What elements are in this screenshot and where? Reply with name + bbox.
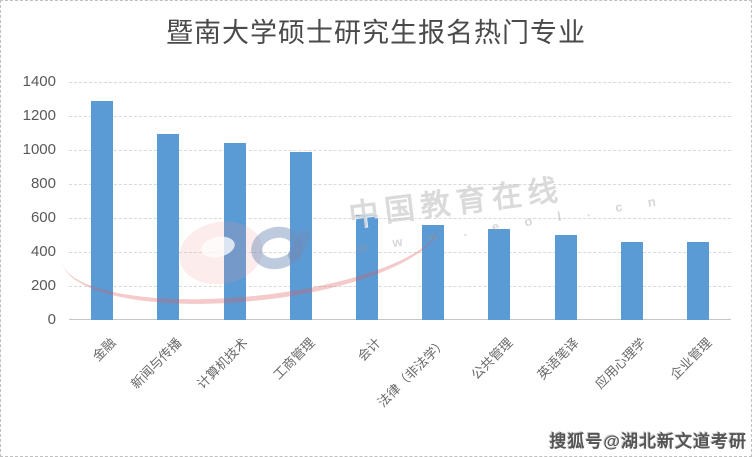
x-axis-label: 英语笔译 [534,335,583,383]
y-axis-label: 200 [30,277,56,294]
plot-area [69,82,731,320]
y-axis-label: 600 [30,209,56,226]
x-axis-label: 会计 [354,335,384,365]
gridline [69,218,731,219]
bar-金融 [91,100,114,320]
bar-新闻与传播 [157,133,180,320]
y-axis-label: 1000 [22,141,56,158]
chart-title: 暨南大学硕士研究生报名热门专业 [166,18,586,48]
x-axis-label: 法律（非法学） [374,335,450,410]
y-axis-label: 1400 [22,73,56,90]
x-axis-label: 应用心理学 [591,335,649,392]
bar-工商管理 [289,151,312,320]
bar-法律（非法学） [422,224,445,320]
gridline [69,286,731,287]
gridline [69,82,731,83]
y-axis-label: 800 [30,175,56,192]
bar-会计 [355,215,378,320]
gridline [69,116,731,117]
gridline [69,150,731,151]
bar-应用心理学 [620,241,643,320]
publisher-credit: 搜狐号@湖北新文道考研 [549,432,747,451]
gridline [69,252,731,253]
x-axis-label: 金融 [89,335,119,365]
bar-企业管理 [686,241,709,320]
x-axis-label: 工商管理 [269,335,318,383]
x-axis-label: 公共管理 [468,335,516,383]
x-axis-label: 企业管理 [667,335,715,383]
gridline [69,184,731,185]
x-axis-label: 新闻与传播 [128,335,185,392]
y-axis-label: 400 [30,243,56,260]
y-axis-label: 0 [47,311,56,328]
bar-英语笔译 [554,235,577,320]
y-axis-label: 1200 [22,107,56,124]
bar-计算机技术 [223,143,246,320]
x-axis-label: 计算机技术 [194,335,252,392]
x-axis-line [69,319,731,320]
bar-公共管理 [488,229,511,320]
